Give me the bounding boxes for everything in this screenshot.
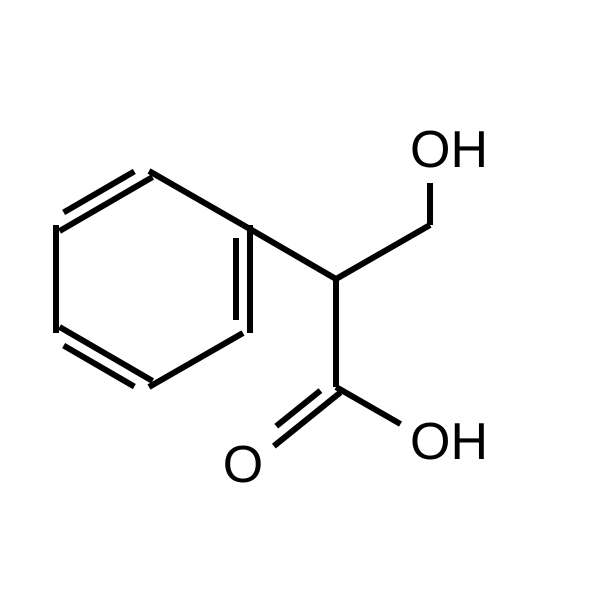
bond (243, 225, 336, 279)
molecule-canvas: OH OH O (0, 0, 600, 600)
atom-label-o3: O (223, 436, 263, 494)
bond (149, 171, 243, 225)
bond (336, 387, 401, 424)
bond (276, 391, 320, 427)
bond (149, 333, 243, 387)
bond (336, 225, 430, 279)
atom-label-o1: OH (410, 121, 488, 179)
atom-label-o2: OH (410, 413, 488, 471)
